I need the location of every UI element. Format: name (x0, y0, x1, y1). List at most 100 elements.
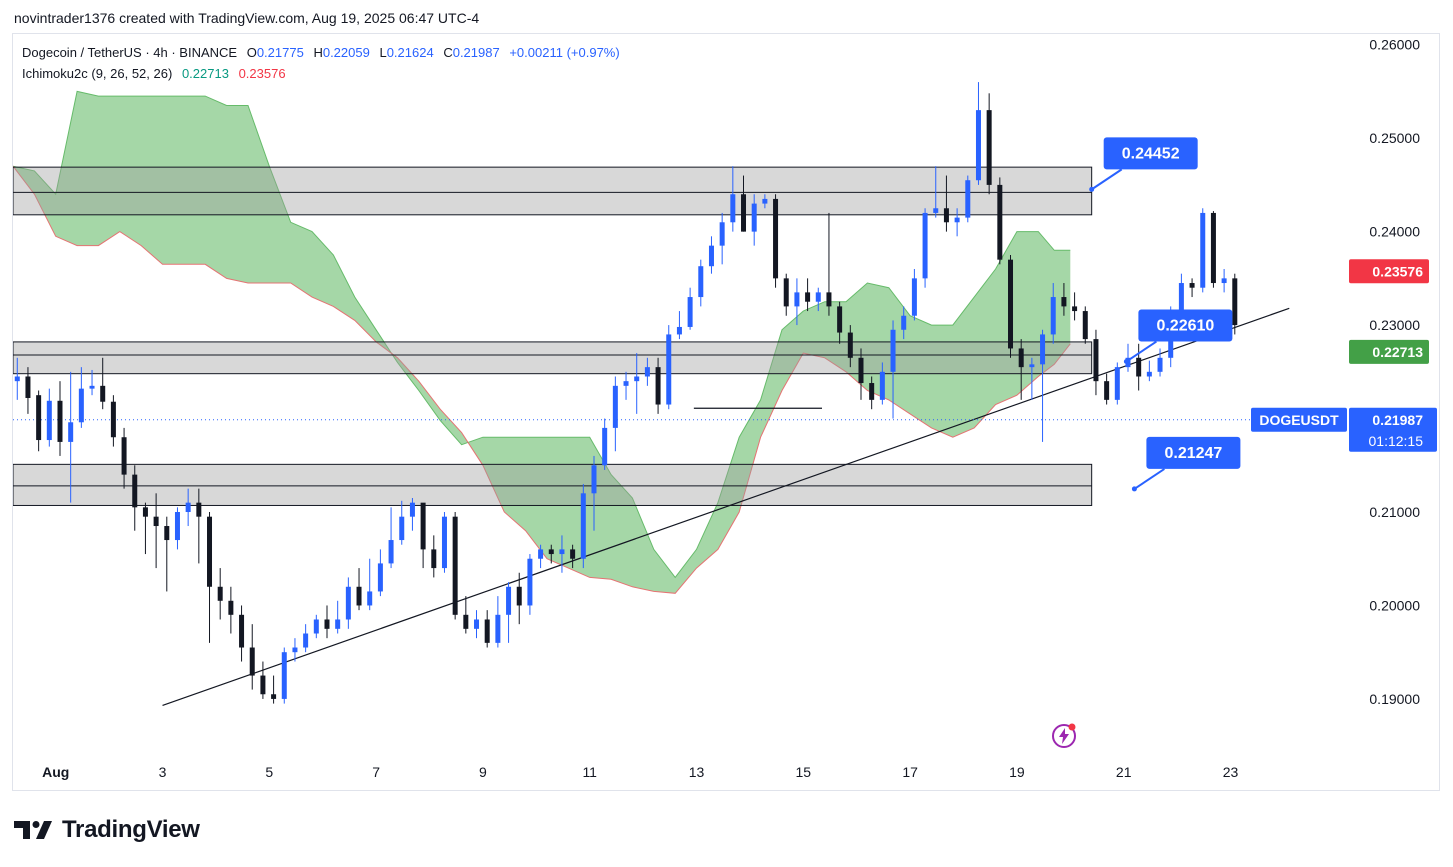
candle-body (527, 558, 533, 606)
tradingview-wordmark: TradingView (62, 816, 200, 843)
legend-high-label: H (313, 45, 323, 60)
candle-body (164, 526, 170, 541)
candle (1018, 339, 1024, 400)
candle-body (1029, 364, 1035, 368)
candle (388, 507, 394, 569)
tradingview-logo[interactable]: TradingView (14, 816, 200, 844)
candle (559, 535, 565, 573)
x-tick-label: 21 (1116, 764, 1132, 780)
candle-body (730, 194, 736, 223)
candle-body (271, 694, 277, 699)
callout-label-3: 0.21247 (1164, 445, 1222, 462)
candle (1072, 292, 1078, 321)
current-price-label: 0.21987 (1372, 412, 1423, 428)
cloud-edge-span-b (13, 165, 1071, 594)
candle (548, 544, 554, 564)
candle (516, 572, 522, 625)
price-label-box-red (1349, 259, 1429, 284)
trendline (162, 307, 1290, 707)
candle (335, 600, 341, 634)
candle-body (548, 549, 554, 555)
candle (345, 577, 351, 629)
candle-body (249, 647, 255, 676)
candle-body (698, 266, 704, 298)
lightning-icon[interactable] (1050, 722, 1078, 750)
candle-body (303, 633, 309, 648)
current-price-box (1349, 407, 1437, 452)
callout-box-3 (1146, 436, 1241, 469)
y-tick-label: 0.20000 (1369, 597, 1420, 613)
legend-indicator-name[interactable]: Ichimoku2c (9, 26, 52, 26) (22, 66, 173, 81)
candle-body (1104, 381, 1110, 400)
candle-body (345, 586, 351, 620)
candle (260, 661, 266, 699)
candle (954, 208, 960, 237)
candle-body (281, 652, 287, 699)
candle (228, 586, 234, 634)
candle-body (228, 600, 234, 615)
y-tick-label: 0.21000 (1369, 504, 1420, 520)
legend-symbol-row: Dogecoin / TetherUS · 4h · BINANCE O0.21… (22, 45, 620, 60)
price-label-box-green (1349, 339, 1429, 364)
candle-body (666, 334, 672, 405)
zone-rect-2 (13, 341, 1093, 375)
candle (185, 488, 191, 527)
legend-low-value: 0.21624 (386, 45, 434, 60)
candle (249, 624, 255, 690)
candle-body (655, 367, 661, 405)
candle (14, 357, 20, 400)
candle (1210, 211, 1216, 288)
candle-body (1040, 334, 1046, 365)
candle (409, 497, 415, 531)
callout-pointer-2 (1125, 340, 1157, 363)
candle (142, 502, 148, 555)
candle-body (484, 619, 490, 643)
candle-body (858, 357, 864, 384)
candle (826, 212, 832, 316)
candle-body (1232, 278, 1238, 326)
candle-body (1157, 357, 1163, 372)
candle-body (1200, 212, 1206, 288)
candle (1146, 360, 1152, 382)
candle (687, 287, 693, 330)
candle-body (367, 591, 373, 606)
x-tick-label: 3 (159, 764, 167, 780)
candle-body (644, 367, 650, 377)
candle (367, 558, 373, 611)
callout-anchor-2 (1123, 359, 1129, 365)
legend-change: +0.00211 (+0.97%) (509, 45, 620, 60)
legend-high-value: 0.22059 (322, 45, 370, 60)
candle-body (687, 297, 693, 327)
legend-indicator-row: Ichimoku2c (9, 26, 52, 26) 0.22713 0.235… (22, 66, 286, 81)
candle-body (388, 540, 394, 564)
candle-body (110, 401, 116, 438)
y-tick-label: 0.24000 (1369, 224, 1420, 240)
x-tick-label: Aug (42, 764, 69, 780)
candle-body (89, 385, 95, 389)
candle-body (1210, 212, 1216, 284)
candle-body (708, 245, 714, 267)
legend-low-label: L (379, 45, 387, 60)
candle-body (783, 278, 789, 307)
candle-body (1221, 278, 1227, 284)
candle-body (954, 217, 960, 223)
legend-symbol[interactable]: Dogecoin / TetherUS · 4h · BINANCE (22, 45, 238, 60)
candle (634, 353, 640, 414)
candle-body (495, 614, 501, 643)
candle (292, 638, 298, 662)
candle (869, 376, 875, 410)
candle-body (100, 385, 106, 402)
candle-body (420, 502, 426, 550)
candle (580, 483, 586, 569)
candle (612, 376, 618, 452)
candle (591, 455, 597, 531)
price-label-red: 0.23576 (1372, 263, 1423, 279)
candle-body (634, 376, 640, 382)
candle-body (174, 512, 180, 541)
candle-body (826, 292, 832, 307)
candle (1050, 283, 1056, 344)
candle (879, 362, 885, 405)
candle (986, 93, 992, 195)
candle (922, 208, 928, 288)
